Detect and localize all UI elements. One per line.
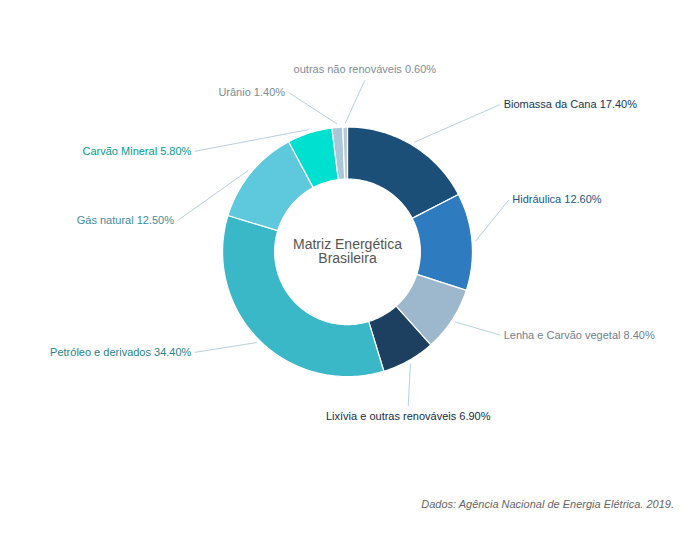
svg-text:Biomassa da Cana 17.40%: Biomassa da Cana 17.40% xyxy=(504,98,638,110)
svg-text:Gás natural 12.50%: Gás natural 12.50% xyxy=(77,214,174,226)
svg-text:Lenha e Carvão vegetal 8.40%: Lenha e Carvão vegetal 8.40% xyxy=(504,329,655,341)
svg-text:Petróleo e derivados 34.40%: Petróleo e derivados 34.40% xyxy=(50,346,191,358)
svg-text:outras não renováveis 0.60%: outras não renováveis 0.60% xyxy=(294,63,437,75)
svg-text:Hidráulica 12.60%: Hidráulica 12.60% xyxy=(512,193,601,205)
html-text:Dados: Agência Nacional de Ene: Dados: Agência Nacional de Energia Elétr… xyxy=(421,498,674,510)
svg-text:Lixívia e outras renováveis 6.: Lixívia e outras renováveis 6.90% xyxy=(326,410,491,422)
svg-text:Urânio 1.40%: Urânio 1.40% xyxy=(218,86,285,98)
svg-text:Matriz EnergéticaBrasileira: Matriz EnergéticaBrasileira xyxy=(293,236,402,266)
svg-text:Carvão Mineral 5.80%: Carvão Mineral 5.80% xyxy=(83,145,192,157)
